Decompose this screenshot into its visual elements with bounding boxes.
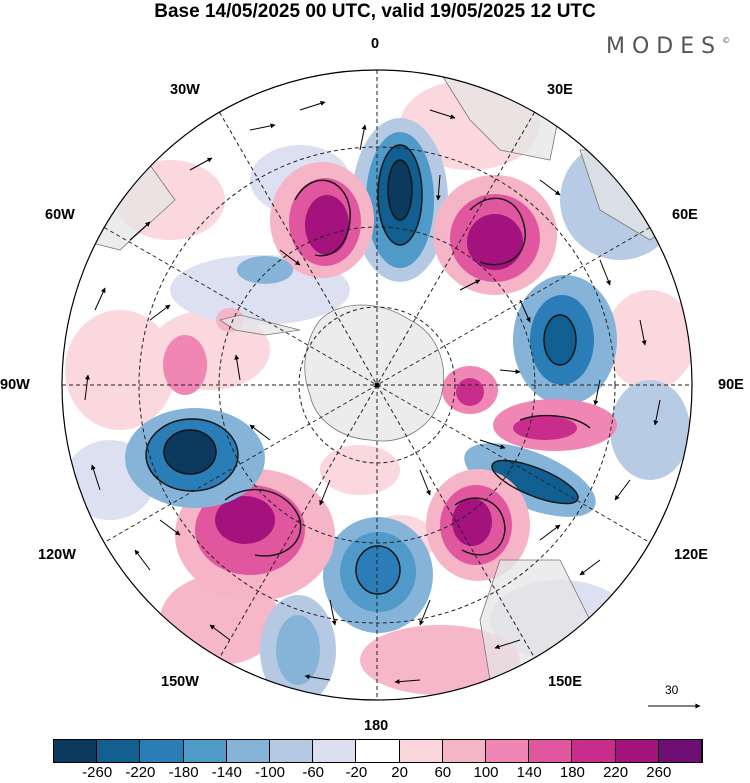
colorbar-segment: [572, 740, 616, 762]
colorbar-segment: [183, 740, 227, 762]
lon-label-120w: 120W: [38, 547, 76, 563]
contour-lines: [145, 144, 591, 595]
colorbar-segment: [270, 740, 314, 762]
colorbar-segment: [658, 740, 703, 762]
colorbar-segment: [97, 740, 141, 762]
lon-label-150e: 150E: [548, 674, 582, 690]
lon-label-150w: 150W: [161, 674, 199, 690]
colorbar-segment: [399, 740, 443, 762]
colorbar-segment: [140, 740, 184, 762]
colorbar-segment: [356, 740, 400, 762]
lon-label-60w: 60W: [45, 207, 75, 223]
colorbar-tick-label: 60: [434, 764, 452, 781]
chart-title: Base 14/05/2025 00 UTC, valid 19/05/2025…: [154, 1, 596, 22]
colorbar-segment: [529, 740, 573, 762]
colorbar-tick-label: 100: [473, 764, 499, 781]
lon-label-60e: 60E: [672, 207, 698, 223]
colorbar-tick-label: 220: [603, 764, 629, 781]
colorbar-tick-label: 260: [646, 764, 672, 781]
lon-label-180: 180: [364, 718, 389, 734]
colorbar-tick-label: -60: [302, 764, 325, 781]
colorbar-tick-label: -220: [125, 764, 156, 781]
colorbar-segment: [615, 740, 659, 762]
colorbar-segment: [226, 740, 271, 762]
map-boundary: [61, 69, 693, 701]
colorbar-frame: [53, 739, 703, 763]
colorbar-tick-label: -20: [345, 764, 368, 781]
colorbar-tick-label: 20: [391, 764, 408, 781]
lon-label-30w: 30W: [170, 82, 200, 98]
lon-label-120e: 120E: [674, 547, 708, 563]
colorbar-segment: [313, 740, 357, 762]
lon-label-90e: 90E: [718, 377, 744, 393]
colorbar-tick-label: -260: [82, 764, 113, 781]
modes-logo: MODES©: [606, 34, 731, 59]
lon-label-90w: 90W: [0, 377, 30, 393]
colorbar-segment: [442, 740, 487, 762]
colorbar: [54, 740, 703, 762]
colorbar-tick-label: 140: [516, 764, 542, 781]
wind-vectors: [84, 100, 661, 685]
colorbar-segment: [54, 740, 98, 762]
colorbar-tick-label: 180: [559, 764, 585, 781]
lon-label-0: 0: [371, 36, 380, 52]
colorbar-tick-label: -180: [168, 764, 199, 781]
colorbar-tick-label: -140: [211, 764, 242, 781]
vector-scale-label: 30: [665, 683, 679, 697]
lon-label-30e: 30E: [547, 82, 573, 98]
colorbar-segment: [486, 740, 530, 762]
colorbar-tick-label: -100: [254, 764, 286, 781]
